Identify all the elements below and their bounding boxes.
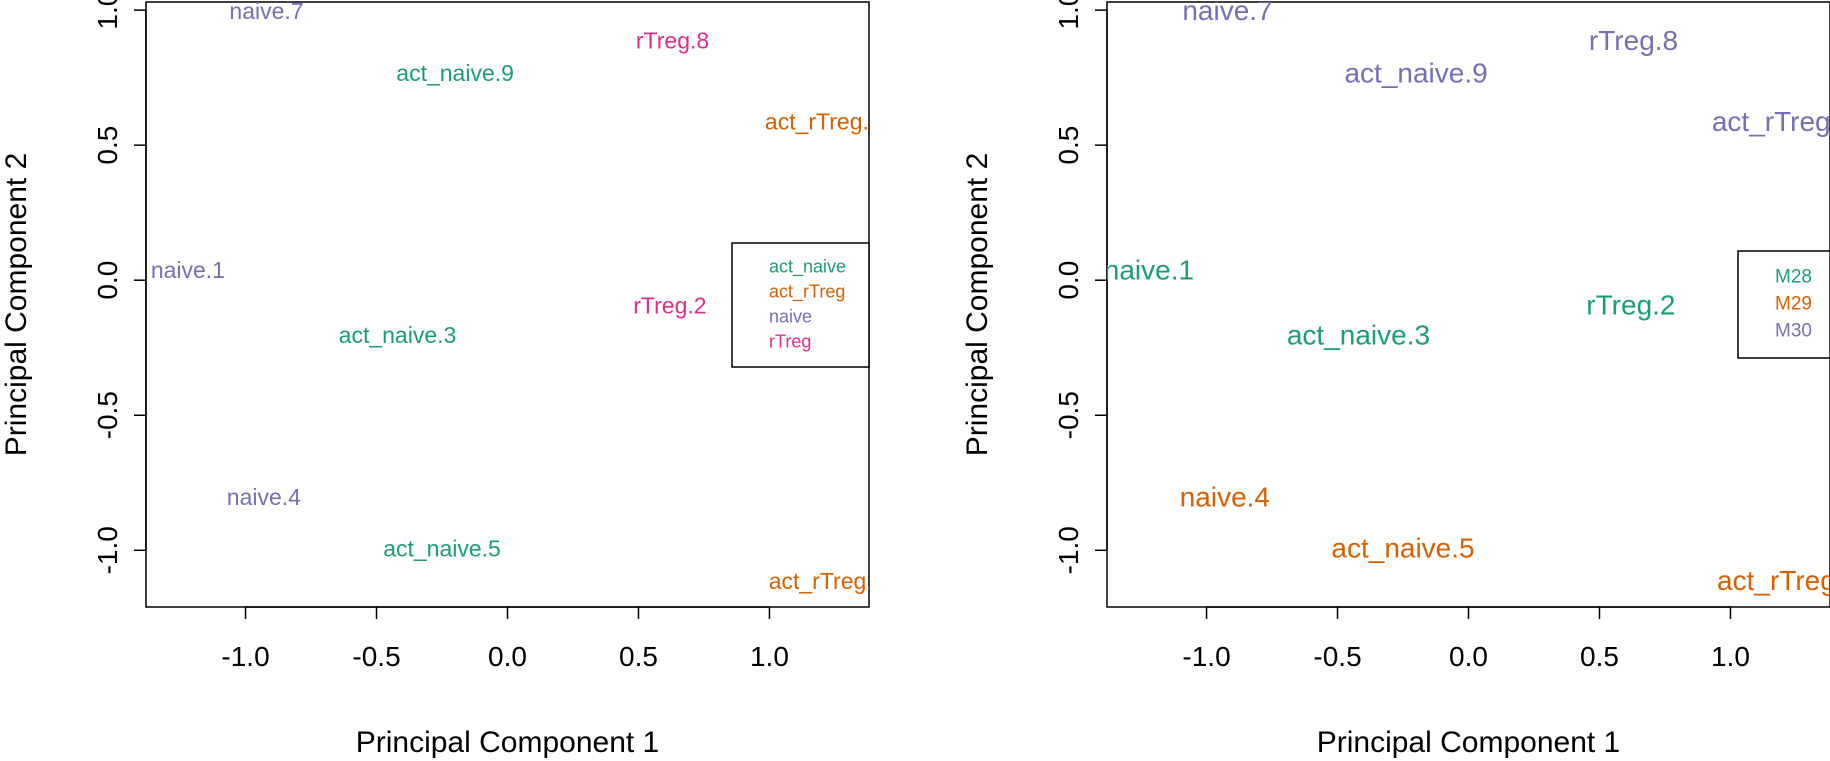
y-tick-label: 1.0	[92, 0, 123, 30]
y-tick-label: 0.0	[92, 261, 123, 300]
y-tick-label: 0.5	[92, 126, 123, 165]
legend-entry-rtreg: rTreg	[769, 331, 811, 351]
legend-entry-act-naive: act_naive	[769, 256, 846, 277]
x-tick-label: 0.5	[619, 641, 658, 672]
y-tick-label: -1.0	[92, 526, 123, 574]
point-label-act-naive-9: act_naive.9	[396, 60, 514, 86]
y-axis-title: Principal Component 2	[961, 153, 994, 457]
point-label-act-naive-3: act_naive.3	[1287, 319, 1430, 350]
point-label-naive-4: naive.4	[1180, 481, 1270, 512]
point-label-rtreg-2: rTreg.2	[1586, 290, 1675, 321]
x-tick-label: 1.0	[1711, 641, 1750, 672]
x-tick-label: -1.0	[221, 641, 269, 672]
x-tick-label: 0.5	[1580, 641, 1619, 672]
legend-entry-m29: M29	[1775, 294, 1812, 315]
point-label-act-rtreg-6: act_rTreg.6	[1717, 565, 1830, 596]
point-label-naive-7: naive.7	[229, 0, 303, 24]
legend-entry-m28: M28	[1775, 267, 1812, 288]
point-label-rtreg-8: rTreg.8	[636, 28, 709, 54]
point-label-rtreg-2: rTreg.2	[633, 292, 706, 318]
x-axis-title: Principal Component 1	[1317, 726, 1621, 759]
legend: M28 M29 M30	[1737, 250, 1830, 359]
point-label-naive-7: naive.7	[1182, 0, 1272, 26]
x-axis-title: Principal Component 1	[356, 726, 660, 759]
legend-box	[1737, 250, 1830, 359]
y-tick-label: -1.0	[1053, 526, 1084, 574]
legend-box	[731, 242, 870, 368]
legend-entry-m30: M30	[1775, 321, 1812, 342]
point-label-act-naive-3: act_naive.3	[339, 322, 457, 348]
point-label-naive-1: naive.1	[151, 257, 225, 283]
point-label-act-rtreg-6: act_rTreg.6	[769, 568, 886, 594]
point-label-act-naive-5: act_naive.5	[1331, 533, 1474, 564]
y-tick-label: 0.5	[1053, 126, 1084, 165]
x-tick-label: 1.0	[750, 641, 789, 672]
y-tick-label: 1.0	[1053, 0, 1084, 30]
y-tick-label: -0.5	[1053, 391, 1084, 439]
point-label-act-rtreg-10: act_rTreg.10	[1712, 106, 1830, 137]
point-label-act-naive-9: act_naive.9	[1344, 57, 1487, 88]
y-tick-label: 0.0	[1053, 261, 1084, 300]
x-tick-label: -0.5	[352, 641, 400, 672]
data-points: naive.7 rTreg.8 act_naive.9 act_rTreg.10nai…	[151, 0, 895, 594]
y-tick-label: -0.5	[92, 391, 123, 439]
x-tick-label: -1.0	[1182, 641, 1230, 672]
legend-entry-naive: naive	[769, 306, 812, 326]
point-label-act-rtreg-10: act_rTreg.10	[765, 109, 895, 135]
data-points: naive.7 rTreg.8 act_naive.9 act_rTreg.10nai…	[1104, 0, 1830, 596]
x-tick-label: -0.5	[1313, 641, 1361, 672]
plot-frame	[1106, 1, 1830, 608]
x-tick-label: 0.0	[488, 641, 527, 672]
point-label-naive-1: naive.1	[1104, 254, 1194, 285]
y-axis: -1.0 -0.5 0.0 0.5 1.0 Principal Component 2	[0, 0, 147, 574]
y-axis-title: Principal Component 2	[0, 153, 33, 457]
x-axis: -1.0 -0.5 0.0 0.5 1.0 Principal Component 1	[1182, 606, 1750, 759]
legend-entry-act-rtreg: act_rTreg	[769, 281, 845, 302]
x-axis: -1.0 -0.5 0.0 0.5 1.0 Principal Component 1	[221, 606, 789, 759]
y-axis: -1.0 -0.5 0.0 0.5 1.0 Principal Component 2	[961, 0, 1108, 574]
point-label-act-naive-5: act_naive.5	[383, 535, 501, 561]
x-tick-label: 0.0	[1449, 641, 1488, 672]
point-label-rtreg-8: rTreg.8	[1589, 25, 1678, 56]
point-label-naive-4: naive.4	[227, 484, 301, 510]
